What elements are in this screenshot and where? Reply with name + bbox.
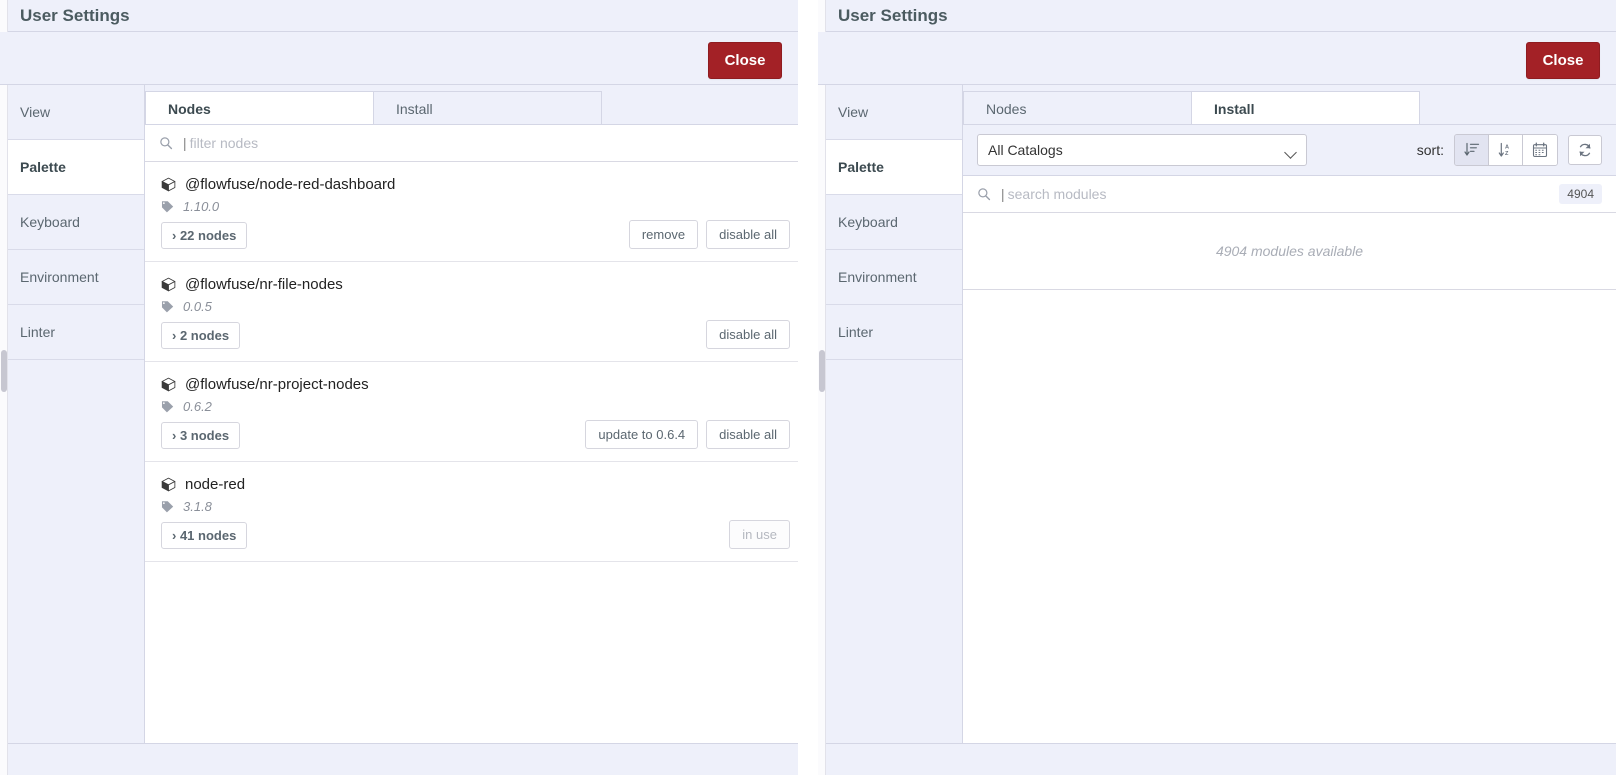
svg-text:A: A	[1505, 144, 1509, 150]
svg-text:Z: Z	[1505, 151, 1509, 157]
